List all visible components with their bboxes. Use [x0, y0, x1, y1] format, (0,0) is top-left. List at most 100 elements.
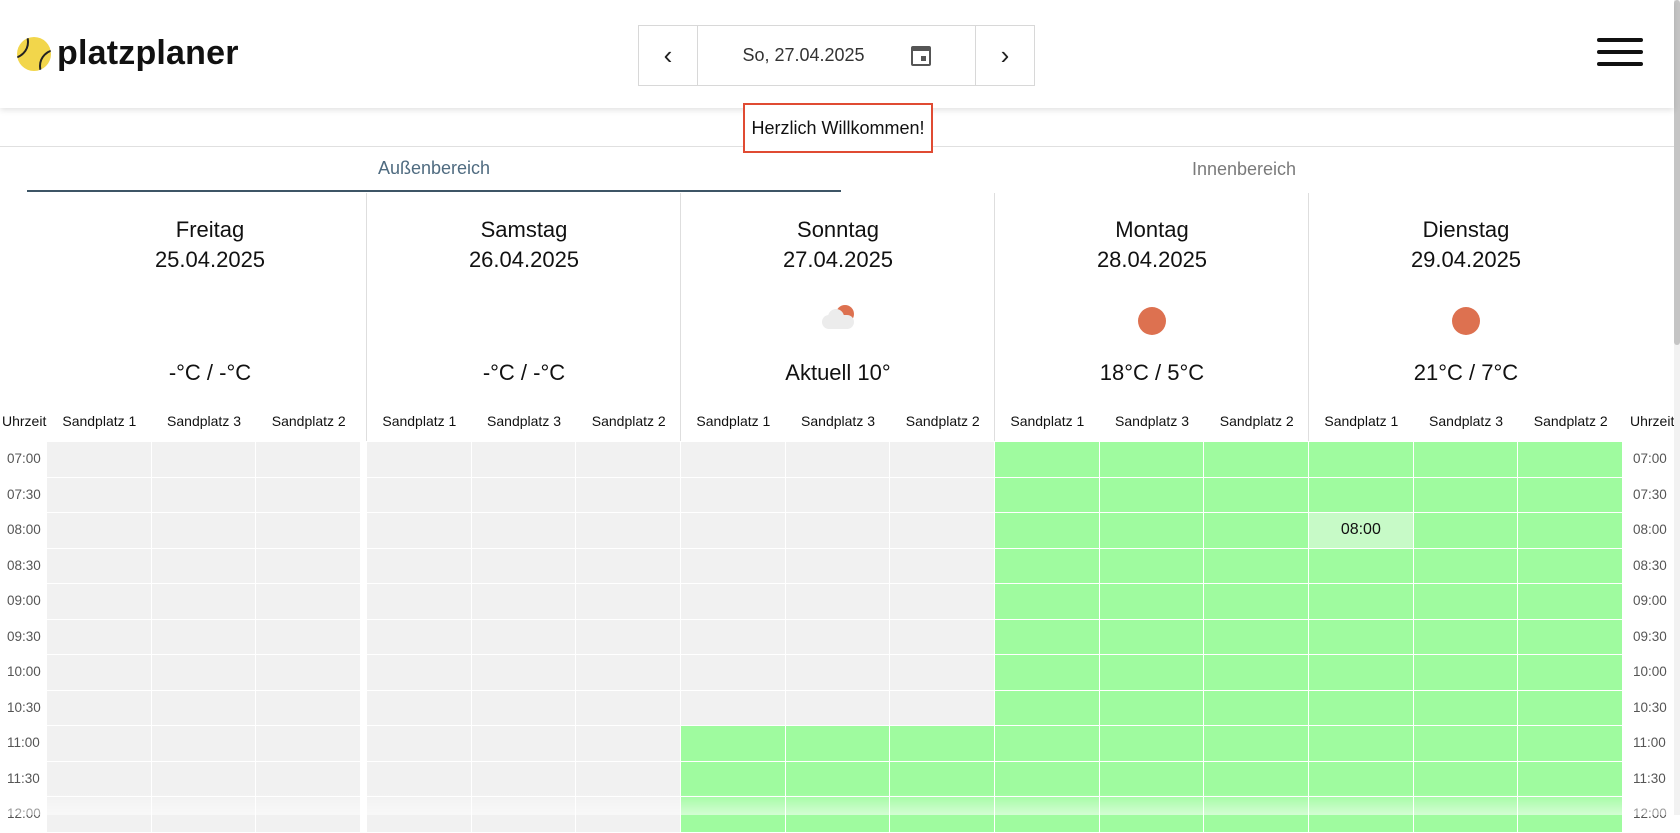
time-slot-available[interactable] [1413, 761, 1519, 797]
scrollbar-thumb[interactable] [1674, 0, 1680, 345]
time-slot-available[interactable] [1309, 584, 1414, 620]
time-slot-available[interactable] [1099, 548, 1205, 584]
time-slot-available[interactable] [1518, 513, 1624, 549]
time-slot-available[interactable] [995, 513, 1100, 549]
time-slot-available[interactable] [1099, 619, 1205, 655]
time-slot-available[interactable] [1309, 619, 1414, 655]
day-date: 29.04.2025 [1410, 247, 1522, 272]
time-label: 08:00 [7, 522, 41, 537]
time-slot-available[interactable] [1518, 761, 1624, 797]
day-date: 27.04.2025 [782, 247, 894, 272]
time-slot-available[interactable] [1309, 726, 1414, 762]
day-header: Dienstag 29.04.2025 21°C / 7°C [1309, 193, 1623, 438]
time-slot-available[interactable] [1204, 548, 1310, 584]
menu-icon[interactable] [1597, 38, 1643, 68]
time-slot-available[interactable] [785, 761, 891, 797]
time-slot-available[interactable] [1309, 761, 1414, 797]
time-slot-available[interactable] [1204, 477, 1310, 513]
time-slot-unavailable [151, 513, 257, 549]
time-slot-unavailable [471, 761, 577, 797]
time-slot-available[interactable] [1204, 513, 1310, 549]
time-slot-available[interactable] [1413, 513, 1519, 549]
day-date: 26.04.2025 [468, 247, 580, 272]
day-name: Samstag [480, 217, 568, 242]
date-picker-field[interactable]: So, 27.04.2025 [698, 26, 975, 85]
time-slot-available[interactable] [1413, 655, 1519, 691]
time-slot-available[interactable] [995, 726, 1100, 762]
time-slot-available[interactable] [1309, 690, 1414, 726]
time-slot-available[interactable] [1309, 548, 1414, 584]
time-slot-available[interactable] [1204, 761, 1310, 797]
time-slot-available[interactable] [1518, 655, 1624, 691]
court-label: Sandplatz 1 [382, 413, 457, 429]
time-slot-available[interactable] [1413, 619, 1519, 655]
time-slot-available[interactable] [1204, 726, 1310, 762]
time-slot-hovered[interactable]: 08:00 [1309, 513, 1414, 549]
time-label: 10:00 [7, 664, 41, 679]
time-column-header: Uhrzeit [1630, 413, 1675, 429]
time-slot-available[interactable] [1413, 726, 1519, 762]
time-slot-available[interactable] [1099, 655, 1205, 691]
time-slot-available[interactable] [785, 726, 891, 762]
time-slot-available[interactable] [1518, 584, 1624, 620]
time-slot-available[interactable] [1099, 442, 1205, 478]
time-slot-available[interactable] [995, 761, 1100, 797]
day-divider [994, 193, 995, 441]
time-slot-available[interactable] [1204, 442, 1310, 478]
time-slot-available[interactable] [1518, 726, 1624, 762]
time-slot-available[interactable] [995, 548, 1100, 584]
time-slot-available[interactable] [995, 477, 1100, 513]
time-slot-available[interactable] [1099, 477, 1205, 513]
time-slot-available[interactable] [1099, 690, 1205, 726]
previous-day-button[interactable]: ‹ [639, 26, 698, 85]
time-slot-unavailable [47, 442, 152, 478]
time-slot-unavailable [576, 513, 682, 549]
day-date: 25.04.2025 [154, 247, 266, 272]
time-slot-available[interactable] [1518, 690, 1624, 726]
time-slot-available[interactable] [1099, 726, 1205, 762]
time-slot-available[interactable] [681, 761, 786, 797]
next-day-button[interactable]: › [975, 26, 1034, 85]
time-slot-unavailable [471, 690, 577, 726]
time-slot-available[interactable] [1518, 477, 1624, 513]
time-slot-unavailable [151, 548, 257, 584]
time-slot-available[interactable] [1099, 513, 1205, 549]
time-slot-unavailable [256, 548, 362, 584]
time-slot-available[interactable] [681, 726, 786, 762]
time-slot-unavailable [785, 513, 891, 549]
time-slot-available[interactable] [1413, 584, 1519, 620]
time-slot-available[interactable] [1099, 584, 1205, 620]
time-slot-available[interactable] [1518, 548, 1624, 584]
time-slot-available[interactable] [1413, 477, 1519, 513]
time-slot-available[interactable] [1204, 655, 1310, 691]
time-slot-available[interactable] [995, 619, 1100, 655]
time-slot-available[interactable] [1413, 548, 1519, 584]
scrollbar[interactable] [1674, 0, 1680, 815]
calendar-icon[interactable] [910, 45, 931, 66]
time-slot-available[interactable] [1204, 584, 1310, 620]
time-slot-available[interactable] [890, 726, 996, 762]
time-slot-available[interactable] [1099, 761, 1205, 797]
time-slot-unavailable [785, 584, 891, 620]
time-slot-available[interactable] [995, 690, 1100, 726]
time-slot-available[interactable] [1309, 655, 1414, 691]
time-slot-available[interactable] [1204, 619, 1310, 655]
time-slot-available[interactable] [995, 442, 1100, 478]
time-slot-available[interactable] [1413, 442, 1519, 478]
time-slot-available[interactable] [890, 761, 996, 797]
time-slot-unavailable [471, 726, 577, 762]
time-slot-available[interactable] [1309, 477, 1414, 513]
time-slot-available[interactable] [995, 584, 1100, 620]
platzplaner-logo[interactable]: platzplaner [17, 34, 239, 73]
time-slot-available[interactable] [1413, 690, 1519, 726]
time-slot-available[interactable] [1518, 619, 1624, 655]
time-slot-available[interactable] [1518, 442, 1624, 478]
time-slot-available[interactable] [1309, 442, 1414, 478]
tennis-ball-icon [17, 36, 51, 71]
time-slot-unavailable [367, 655, 472, 691]
tab-aussenbereich[interactable]: Außenbereich [27, 146, 841, 192]
time-slot-unavailable [256, 584, 362, 620]
time-slot-available[interactable] [995, 655, 1100, 691]
time-slot-available[interactable] [1204, 690, 1310, 726]
tab-innenbereich[interactable]: Innenbereich [1191, 158, 1297, 179]
